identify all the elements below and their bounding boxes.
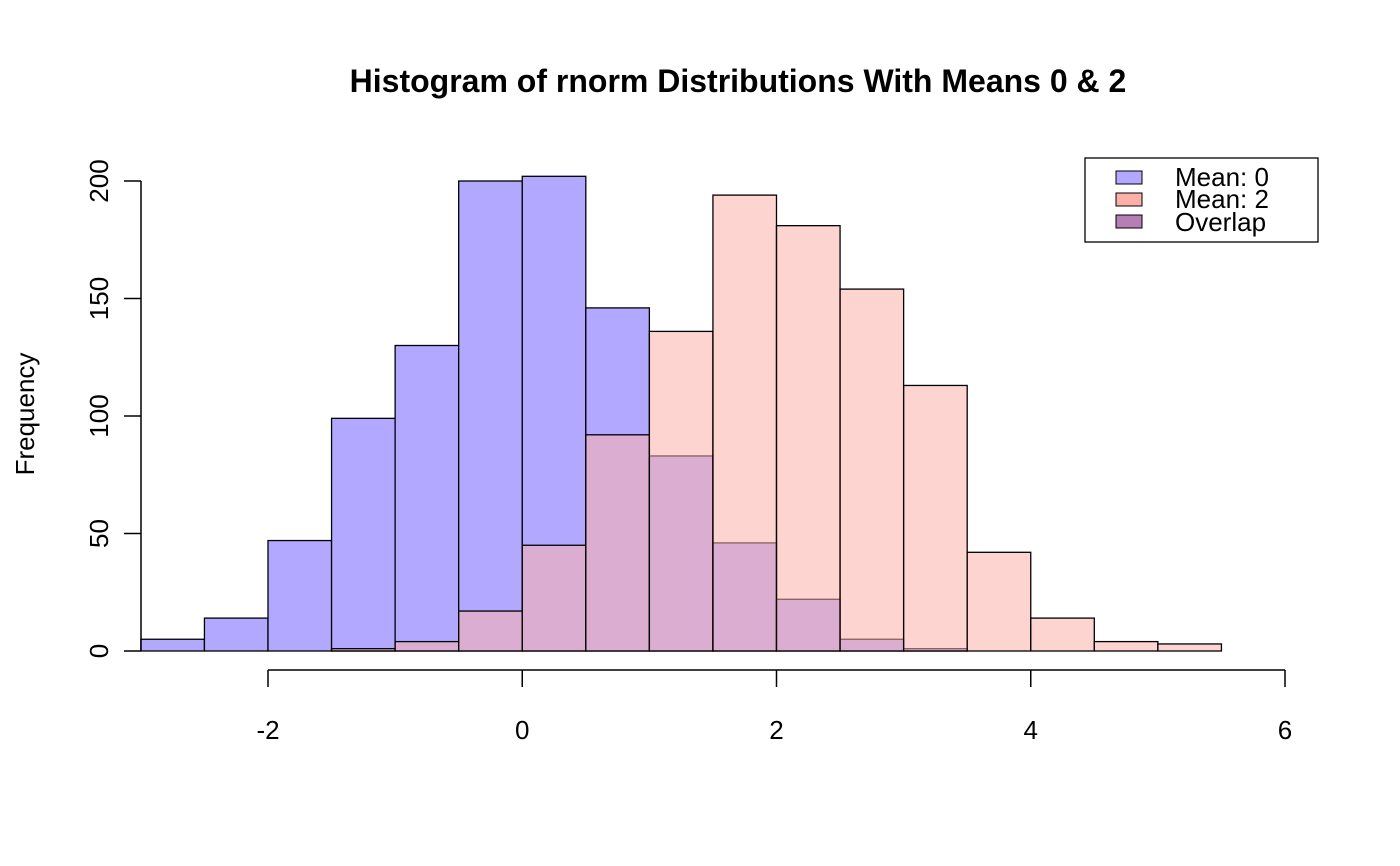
bar-mean-2-3 (521, 544, 587, 652)
bar-mean-2-10 (966, 551, 1032, 652)
bar-mean-0-5 (458, 180, 523, 652)
y-tick-label-3: 150 (84, 277, 114, 320)
bar-mean-2-2 (458, 610, 523, 652)
bar-mean-0-2 (267, 539, 333, 652)
bar-mean-2-6 (712, 194, 778, 652)
y-axis-label: Frequency (10, 353, 40, 476)
legend-label-overlap: Overlap (1175, 207, 1266, 237)
y-axis: 0 50 100 150 200 (84, 159, 142, 658)
x-tick-label-1: 0 (515, 715, 529, 745)
y-tick-label-0: 0 (84, 644, 114, 658)
bar-mean-0-0 (140, 638, 206, 652)
legend-swatch-mean-0 (1115, 170, 1143, 185)
legend-label-mean-0: Mean: 0 (1175, 162, 1269, 192)
legend-label-mean-2: Mean: 2 (1175, 184, 1269, 214)
bar-mean-2-9 (902, 384, 968, 652)
bar-mean-2-8 (839, 288, 905, 652)
bar-mean-0-3 (330, 417, 396, 652)
y-tick-label-2: 100 (84, 394, 114, 437)
x-tick-label-3: 4 (1024, 715, 1038, 745)
y-tick-label-1: 50 (84, 519, 114, 548)
bar-mean-2-11 (1030, 617, 1095, 652)
bar-mean-2-7 (775, 224, 841, 652)
legend: Mean: 0 Mean: 2 Overlap (1084, 157, 1319, 243)
y-tick-label-4: 200 (84, 159, 114, 202)
legend-swatch-overlap (1115, 214, 1143, 229)
x-tick-label-2: 2 (769, 715, 783, 745)
histogram-bars (140, 175, 1223, 652)
bar-mean-2-12 (1093, 640, 1159, 652)
bar-mean-2-4 (585, 434, 651, 652)
bar-mean-0-1 (203, 617, 269, 652)
bar-mean-2-0 (330, 648, 396, 652)
x-tick-label-0: -2 (256, 715, 279, 745)
x-tick-label-4: 6 (1278, 715, 1292, 745)
bar-mean-2-1 (394, 640, 460, 652)
legend-swatch-mean-2 (1115, 192, 1143, 207)
bar-mean-2-13 (1157, 643, 1223, 652)
bar-mean-0-4 (394, 344, 460, 652)
x-axis: -2 0 2 4 6 (256, 669, 1292, 745)
chart-title: Histogram of rnorm Distributions With Me… (350, 63, 1127, 99)
bar-mean-2-5 (648, 330, 714, 652)
